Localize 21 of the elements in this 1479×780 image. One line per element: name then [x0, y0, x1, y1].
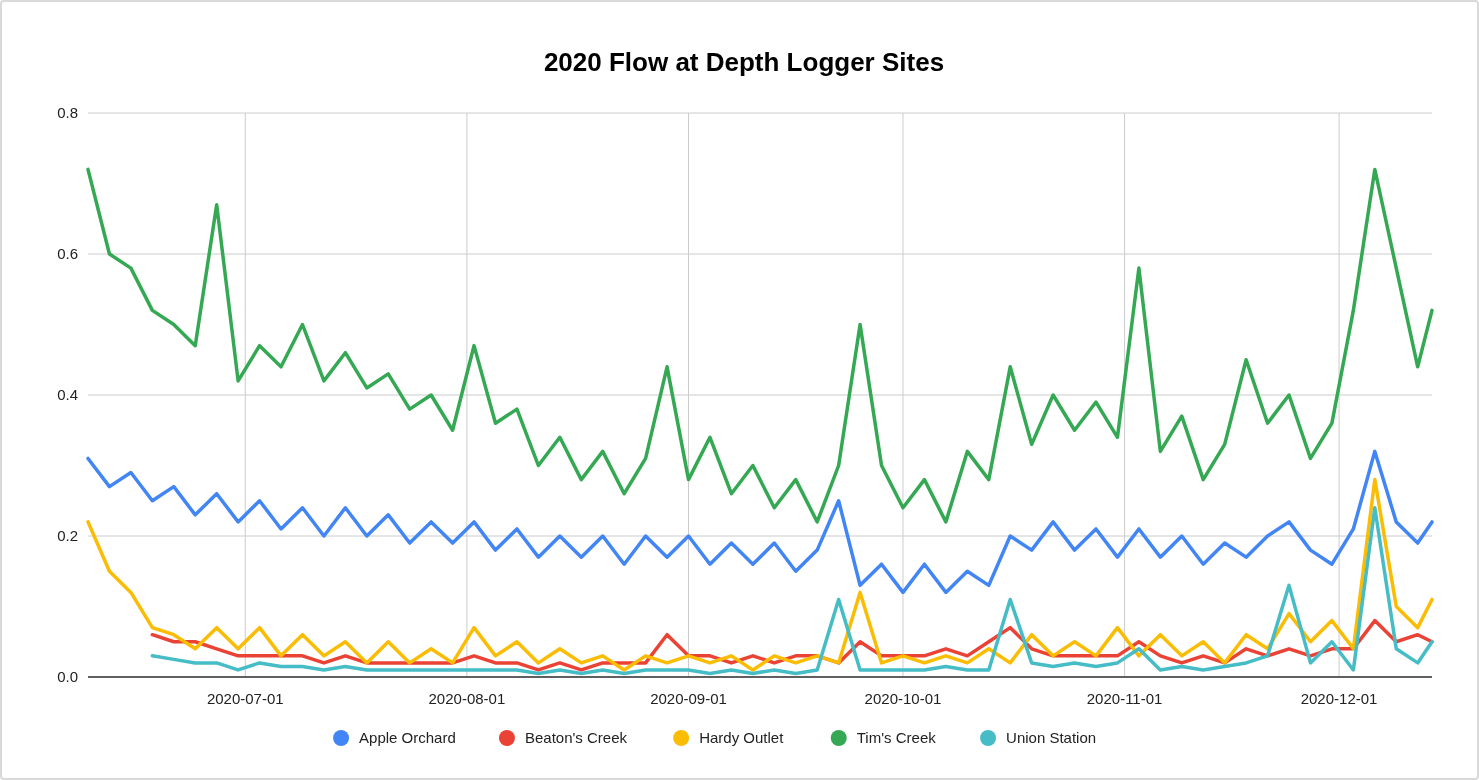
y-tick-label: 0.2 — [57, 527, 78, 545]
line-series — [86, 477, 1434, 672]
legend-label: Apple Orchard — [359, 729, 456, 747]
x-tick-label: 2020-07-01 — [206, 690, 284, 708]
y-tick-label: 0.0 — [57, 668, 78, 686]
legend-label: Tim's Creek — [856, 729, 937, 747]
legend-label: Union Station — [1006, 729, 1097, 747]
x-tick-label: 2020-09-01 — [650, 690, 727, 708]
line-series — [150, 506, 1434, 676]
x-tick-label: 2020-11-01 — [1086, 690, 1163, 708]
line-series — [86, 449, 1434, 595]
legend-label: Beaton's Creek — [524, 729, 628, 747]
y-tick-label: 0.4 — [57, 386, 78, 404]
y-tick-label: 0.6 — [57, 245, 78, 263]
legend-label: Hardy Outlet — [699, 729, 785, 747]
line-series — [86, 167, 1434, 524]
x-tick-label: 2020-12-01 — [1300, 690, 1378, 708]
x-tick-label: 2020-08-01 — [428, 690, 506, 708]
chart-title: 2020 Flow at Depth Logger Sites — [543, 47, 945, 77]
y-tick-label: 0.8 — [57, 104, 78, 122]
x-tick-label: 2020-10-01 — [864, 690, 942, 708]
